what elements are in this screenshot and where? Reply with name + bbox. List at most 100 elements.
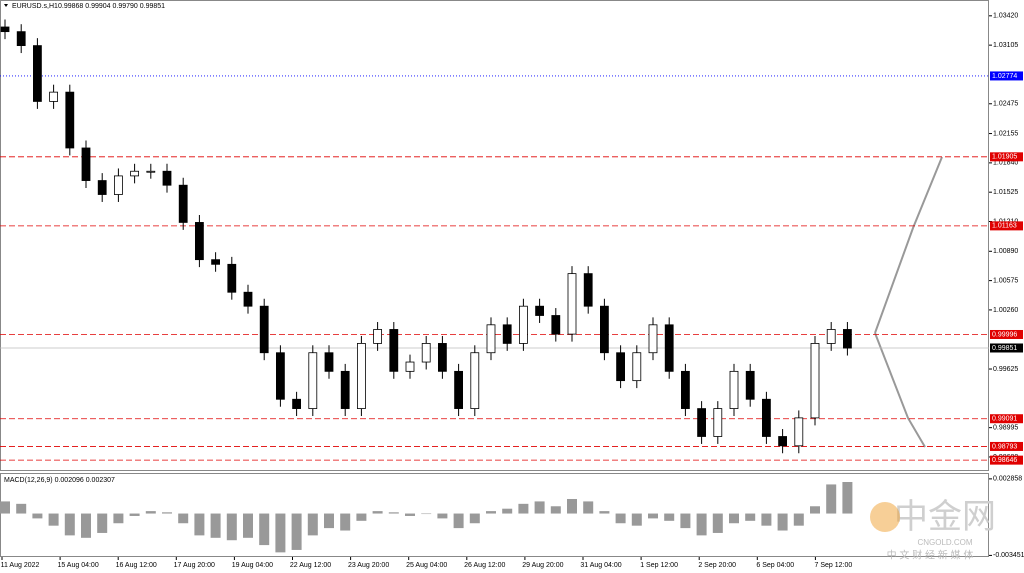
candle-body [681, 370, 690, 409]
price-frame [0, 0, 989, 471]
macd-frame [0, 473, 989, 557]
candle-body [33, 45, 42, 102]
macd-bar [210, 513, 221, 538]
y-tick-label: 1.03420 [993, 13, 1018, 20]
x-tick-label: 29 Aug 20:00 [522, 562, 563, 569]
candle-body [810, 343, 820, 419]
level-label: 1.02774 [992, 73, 1017, 80]
x-tick-label: 15 Aug 04:00 [57, 562, 98, 569]
macd-bar [32, 513, 43, 519]
macd-bar [178, 513, 189, 524]
macd-bar [826, 484, 837, 514]
macd-bar [113, 513, 124, 524]
macd-bar [793, 513, 804, 526]
macd-bar [243, 513, 253, 538]
x-tick-label: 2 Sep 20:00 [698, 562, 736, 569]
macd-bar [421, 513, 432, 515]
candle-body [373, 329, 383, 344]
candle-body [292, 398, 302, 409]
x-tick-label: 6 Sep 04:00 [756, 562, 794, 569]
symbol: EURUSD.s,H1 [12, 3, 58, 10]
candle-body [648, 324, 658, 354]
macd-tick-label: 0.002858 [993, 476, 1022, 483]
candle-body [794, 417, 804, 447]
macd-bar [405, 513, 415, 516]
macd-bar [453, 513, 464, 529]
candle-body [81, 147, 91, 181]
level-label: 0.99851 [992, 345, 1017, 352]
candle-body [162, 170, 172, 186]
watermark-site: CNGOLD.COM [917, 538, 972, 547]
candle-body [535, 305, 544, 316]
macd-bar [437, 513, 448, 519]
candle-body [324, 352, 334, 372]
macd-bar [550, 506, 561, 514]
macd-bar [810, 506, 820, 514]
macd-bar [745, 513, 756, 521]
x-tick-label: 23 Aug 20:00 [348, 562, 389, 569]
macd-bar [291, 513, 302, 550]
candle-body [583, 273, 593, 307]
candle-body [227, 263, 237, 293]
candle-body [729, 370, 739, 409]
macd-bar [16, 503, 27, 514]
macd-bar [372, 511, 383, 514]
macd-bar [777, 513, 788, 531]
macd-bar [615, 513, 626, 524]
candle-body [421, 343, 431, 363]
candle-body [194, 222, 204, 261]
macd-bar [648, 513, 658, 519]
level-label: 0.99091 [992, 416, 1017, 423]
level-tag [990, 71, 1023, 81]
candle-body [778, 436, 787, 447]
watermark-logo: 中金网 [894, 498, 996, 536]
projection-arrows [874, 156, 943, 448]
level-tag [990, 414, 1023, 424]
candle-body [454, 370, 464, 409]
candle-body [519, 305, 528, 344]
y-tick-label: 1.02155 [993, 130, 1018, 137]
candle-body [49, 91, 58, 102]
y-tick-label: 0.99625 [993, 366, 1018, 373]
y-tick-label: 1.02475 [993, 101, 1018, 108]
candle-body [470, 352, 480, 409]
level-tag [990, 221, 1023, 231]
candle-body [114, 175, 123, 195]
candle-body [502, 324, 512, 344]
level-tag [990, 441, 1023, 451]
macd-bar [631, 513, 642, 526]
level-tag [990, 152, 1023, 162]
level-label: 1.01905 [992, 154, 1017, 161]
candle-body [259, 305, 269, 354]
candle-body [65, 91, 75, 149]
x-tick-label: 22 Aug 12:00 [290, 562, 331, 569]
macd-bar [162, 512, 172, 514]
macd-bar [388, 512, 399, 514]
y-tick-label: 1.00890 [993, 248, 1018, 255]
candle-body [632, 352, 642, 382]
candle-body [713, 408, 723, 437]
candle-body [600, 305, 609, 354]
x-tick-label: 26 Aug 12:00 [464, 562, 505, 569]
candle-body [437, 343, 447, 372]
candle-body [567, 273, 577, 335]
macd-bar [64, 513, 75, 536]
macd-bar [0, 501, 10, 514]
macd-bar [518, 503, 529, 514]
level-tag [990, 455, 1023, 465]
candle-body [146, 170, 156, 173]
macd-bar [567, 498, 577, 514]
x-tick-label: 19 Aug 04:00 [232, 562, 273, 569]
macd-bar [97, 513, 108, 533]
macd-bar [534, 501, 545, 514]
candle-body [616, 352, 625, 382]
candle-body [211, 259, 221, 265]
level-label: 1.01163 [992, 223, 1017, 230]
candle-body [243, 291, 253, 307]
x-tick-label: 7 Sep 12:00 [815, 562, 853, 569]
y-tick-label: 1.03105 [993, 42, 1018, 49]
candle-body [697, 408, 706, 437]
candle-body [16, 31, 26, 47]
candle-body [762, 398, 771, 437]
